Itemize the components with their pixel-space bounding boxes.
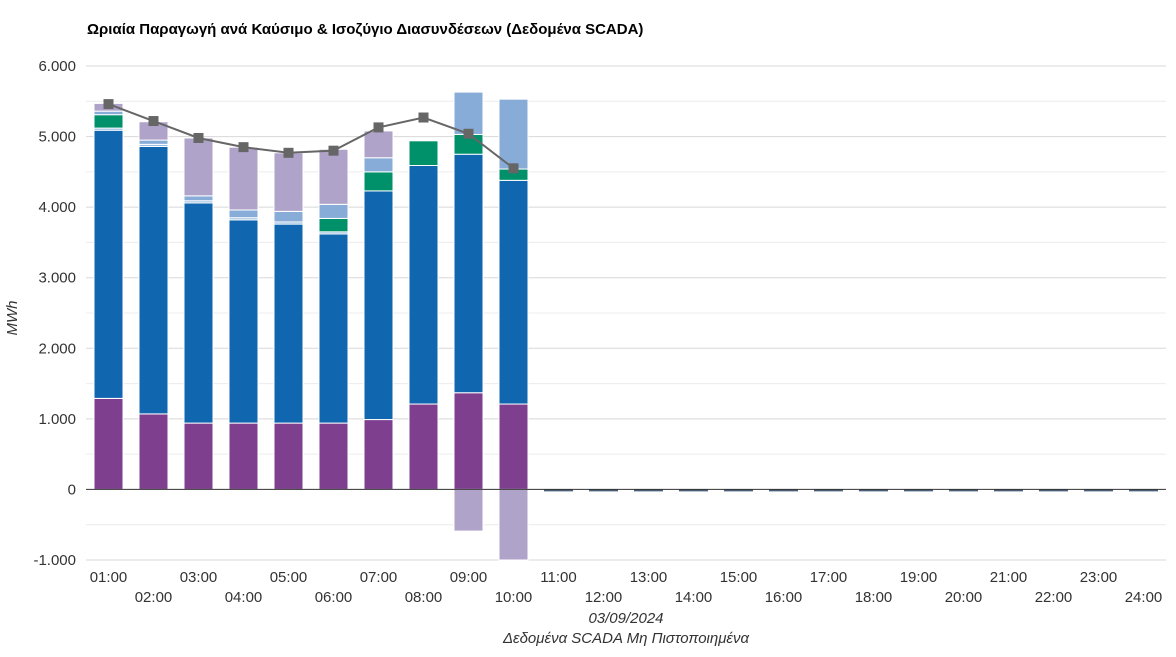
x-tick-label: 15:00	[720, 569, 758, 586]
x-tick-label: 02:00	[135, 589, 173, 606]
x-tick-label: 05:00	[270, 569, 308, 586]
bar-segment	[273, 422, 304, 490]
bar-segment	[363, 171, 394, 192]
x-tick-label: 07:00	[360, 569, 398, 586]
total-line	[108, 103, 515, 170]
bar-segment	[408, 140, 439, 167]
y-tick-label: 5.000	[38, 129, 76, 146]
x-tick-label: 14:00	[675, 589, 713, 606]
bar-segment	[363, 157, 394, 173]
bar-segment	[363, 190, 394, 421]
x-axis-note-label: Δεδομένα SCADA Μη Πιστοποιημένα	[502, 630, 750, 647]
bar-segment	[318, 217, 349, 233]
x-tick-label: 13:00	[630, 569, 668, 586]
bar-segment	[363, 130, 394, 159]
total-line-marker	[193, 132, 204, 143]
bar-segment	[183, 195, 214, 202]
x-tick-label: 16:00	[765, 589, 803, 606]
x-tick-label: 24:00	[1125, 589, 1163, 606]
y-tick-label: 0	[68, 481, 76, 498]
bar-segment	[183, 202, 214, 424]
bar-segment	[138, 139, 169, 145]
total-line-marker	[418, 112, 429, 123]
x-tick-label: 21:00	[990, 569, 1028, 586]
total-line-marker	[328, 145, 339, 156]
bar-segment	[363, 419, 394, 490]
bar-segment	[408, 403, 439, 490]
y-tick-label: 1.000	[38, 411, 76, 428]
bar-segment	[93, 397, 124, 490]
bar-segment	[318, 203, 349, 219]
bar-segment	[273, 210, 304, 223]
bar-segment	[138, 145, 169, 415]
bar-segment	[318, 148, 349, 205]
x-tick-label: 01:00	[90, 569, 128, 586]
x-tick-label: 03:00	[180, 569, 218, 586]
x-axis-date-label: 03/09/2024	[588, 610, 663, 627]
total-line-marker	[103, 99, 114, 110]
bar-segment	[183, 137, 214, 197]
bar-segment	[453, 91, 484, 135]
bar-segment	[318, 233, 349, 424]
bar-segment	[408, 165, 439, 405]
bar-segment	[183, 422, 214, 490]
grid-layer	[86, 65, 1166, 561]
bars-layer	[93, 91, 1158, 561]
chart-title: Ωριαία Παραγωγή ανά Καύσιμο & Ισοζύγιο Δ…	[87, 21, 644, 38]
x-tick-label: 18:00	[855, 589, 893, 606]
total-line-marker	[508, 163, 519, 174]
x-tick-label: 17:00	[810, 569, 848, 586]
total-line-marker	[373, 122, 384, 133]
x-tick-label: 22:00	[1035, 589, 1073, 606]
axis-layer: -1.000 0 1.000 2.000 3.000 4.000 5.000 6.000 01:…	[33, 58, 1166, 606]
bar-segment	[498, 403, 529, 490]
bar-segment	[228, 146, 259, 211]
bar-segment	[453, 488, 484, 532]
x-tick-label: 08:00	[405, 589, 443, 606]
y-tick-label: 6.000	[38, 58, 76, 75]
x-tick-label: 06:00	[315, 589, 353, 606]
bar-segment	[453, 392, 484, 490]
x-tick-label: 20:00	[945, 589, 983, 606]
x-tick-label: 11:00	[540, 569, 576, 586]
x-tick-label: 12:00	[585, 589, 623, 606]
total-line-marker	[148, 116, 159, 127]
bar-segment	[498, 179, 529, 405]
x-tick-label: 10:00	[495, 589, 533, 606]
bar-segment	[93, 129, 124, 399]
x-tick-label: 23:00	[1080, 569, 1118, 586]
bar-segment	[228, 219, 259, 424]
bar-segment	[498, 488, 529, 561]
x-tick-label: 04:00	[225, 589, 263, 606]
x-tick-label: 19:00	[900, 569, 938, 586]
total-line-marker	[283, 147, 294, 158]
y-tick-label: 4.000	[38, 199, 76, 216]
total-line-marker	[463, 128, 474, 139]
x-tick-label: 09:00	[450, 569, 488, 586]
bar-segment	[273, 152, 304, 212]
bar-segment	[138, 413, 169, 490]
bar-segment	[318, 422, 349, 490]
y-tick-label: 3.000	[38, 270, 76, 287]
bar-segment	[93, 114, 124, 129]
y-axis-label: MWh	[4, 301, 21, 336]
total-line-marker	[238, 142, 249, 153]
y-tick-label: -1.000	[33, 552, 76, 569]
line-layer	[103, 99, 519, 174]
bar-segment	[93, 110, 124, 116]
bar-segment	[453, 153, 484, 394]
bar-segment	[228, 209, 259, 219]
bar-segment	[498, 98, 529, 170]
bar-segment	[228, 422, 259, 490]
bar-segment	[273, 223, 304, 424]
y-tick-label: 2.000	[38, 340, 76, 357]
